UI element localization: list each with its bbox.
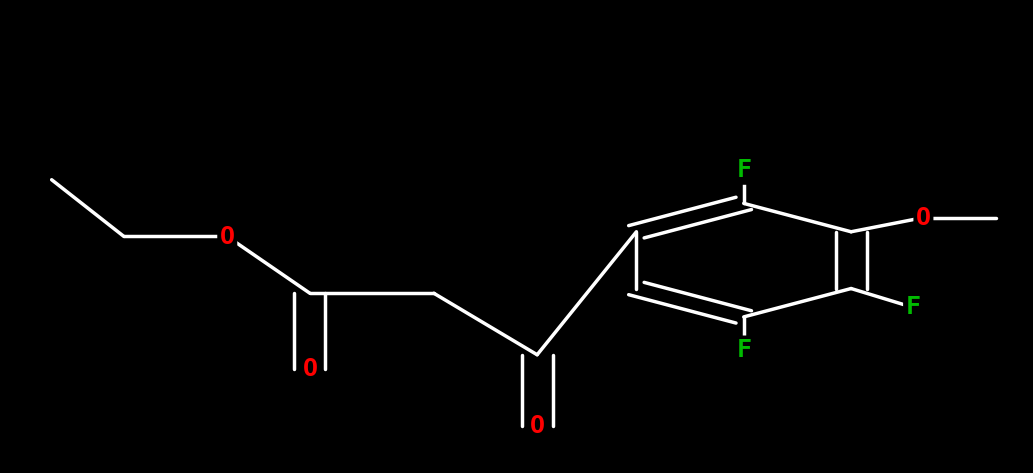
Text: F: F [906, 296, 920, 319]
Text: O: O [916, 206, 931, 229]
Text: F: F [737, 158, 751, 182]
Text: O: O [303, 357, 317, 381]
Text: O: O [220, 225, 234, 248]
Text: F: F [737, 338, 751, 362]
Text: O: O [530, 414, 544, 438]
